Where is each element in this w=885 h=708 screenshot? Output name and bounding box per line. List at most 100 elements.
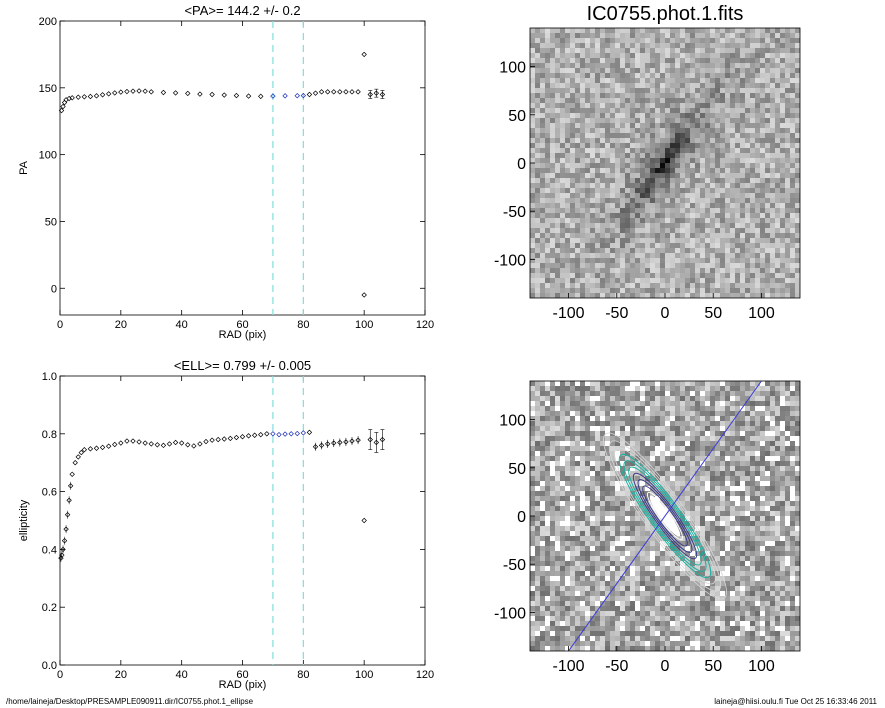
outer-point — [349, 89, 355, 95]
profile-point — [209, 91, 215, 98]
x-tick-label: 40 — [176, 319, 188, 331]
x-tick-label: 80 — [297, 669, 309, 681]
profile-point — [60, 103, 66, 110]
profile-point — [197, 441, 203, 447]
profile-point — [75, 94, 81, 100]
isophote-contour — [618, 453, 712, 579]
x-tick-label: 40 — [176, 669, 188, 681]
plot-frame — [59, 375, 426, 666]
y-tick-label: 50 — [45, 216, 57, 228]
galaxy-isophote-panel: -100 -50 0 50 100 -100 -50 0 50 100 — [494, 380, 801, 675]
galaxy-image-panel: -100 -50 0 50 100 -100 -50 0 50 100 IC0755.phot.1.… — [494, 3, 801, 322]
outer-point — [337, 89, 343, 95]
x-tick-label: -100 — [553, 305, 585, 322]
profile-point — [93, 93, 100, 99]
profile-point — [69, 95, 75, 101]
isophote-contour — [614, 447, 716, 585]
chart-title: <PA>= 144.2 +/- 0.2 — [184, 3, 300, 18]
profile-point — [142, 440, 148, 446]
profile-point — [185, 442, 191, 448]
y-tick-label: 150 — [39, 83, 57, 95]
profile-point — [81, 94, 88, 100]
x-tick-label: 50 — [704, 658, 722, 675]
image-pixels — [530, 381, 800, 651]
y-tick-label: 0.6 — [42, 487, 57, 499]
profile-point — [99, 92, 106, 98]
y-axis-label: ellipticity — [18, 499, 30, 541]
y-tick-label: 100 — [499, 60, 526, 77]
y-tick-label: 0.0 — [42, 660, 57, 672]
profile-point — [136, 439, 142, 445]
x-axis-label: RAD (pix) — [219, 679, 267, 691]
profile-point — [148, 441, 154, 447]
profile-point — [93, 445, 100, 451]
x-tick-label: 100 — [748, 658, 775, 675]
profile-point — [245, 93, 252, 99]
profile-point — [105, 91, 112, 97]
ellipticity-profile-chart: 0 20 40 60 80 100 120 0.0 0.2 0.4 0.6 0.8 1.0 <ELL>= … — [18, 358, 434, 691]
outer-point — [324, 89, 331, 95]
image-pixels — [530, 28, 800, 298]
y-tick-label: -50 — [503, 204, 526, 221]
x-tick-label: 100 — [355, 669, 373, 681]
outer-point — [331, 89, 337, 95]
isophote-contour — [608, 440, 722, 592]
profile-point — [78, 449, 84, 456]
profile-point — [124, 88, 130, 95]
isophote-contour — [623, 460, 707, 572]
outer-point — [343, 89, 349, 95]
profile-point — [197, 91, 203, 97]
profile-point — [72, 460, 78, 466]
profile-point — [124, 438, 130, 444]
y-tick-label: 200 — [39, 16, 57, 28]
outer-point — [355, 89, 361, 95]
image-title: IC0755.phot.1.fits — [587, 3, 744, 25]
profile-point — [81, 447, 88, 453]
profile-point — [172, 90, 179, 96]
fit-range-point — [294, 93, 300, 99]
profile-point — [227, 435, 234, 442]
profile-point — [245, 433, 252, 439]
major-axis-line — [568, 380, 762, 652]
fit-range-point — [282, 93, 288, 99]
plot-frame — [59, 20, 426, 316]
outlier-point — [361, 517, 367, 524]
profile-point — [99, 444, 106, 451]
profile-point — [142, 88, 148, 94]
x-tick-label: 80 — [297, 319, 309, 331]
profile-point — [239, 433, 246, 440]
outlier-point — [361, 51, 367, 58]
profile-point — [58, 107, 65, 114]
pa-profile-chart: 0 20 40 60 80 100 120 0 50 100 150 200 <PA>= 144.2 +… — [18, 3, 434, 341]
fit-range-point — [270, 93, 276, 99]
y-tick-label: -100 — [494, 252, 526, 269]
isophote-contour — [642, 485, 688, 547]
fit-range-point — [300, 430, 307, 436]
y-tick-label: 0 — [51, 283, 57, 295]
fit-range-point — [270, 431, 276, 437]
profile-point — [251, 432, 258, 438]
profile-point — [258, 431, 264, 438]
x-tick-label: -50 — [605, 658, 628, 675]
x-tick-label: -50 — [605, 305, 628, 322]
profile-point — [221, 92, 227, 98]
profile-point — [160, 442, 167, 449]
profile-point — [154, 442, 161, 448]
x-tick-label: 20 — [115, 669, 127, 681]
isophote-contour — [646, 491, 684, 541]
x-axis-label: RAD (pix) — [219, 329, 267, 341]
isophote-contour — [628, 466, 702, 566]
profile-point — [306, 429, 313, 436]
profile-point — [166, 441, 173, 447]
y-tick-label: 0.4 — [42, 544, 57, 556]
y-tick-label: 0.2 — [42, 602, 57, 614]
outer-point — [306, 91, 313, 98]
profile-point — [130, 88, 136, 94]
outer-point — [318, 89, 325, 95]
profile-point — [233, 92, 240, 99]
profile-point — [130, 438, 136, 444]
profile-point — [118, 440, 124, 446]
x-tick-label: 0 — [661, 305, 670, 322]
y-tick-label: 1.0 — [42, 371, 57, 383]
